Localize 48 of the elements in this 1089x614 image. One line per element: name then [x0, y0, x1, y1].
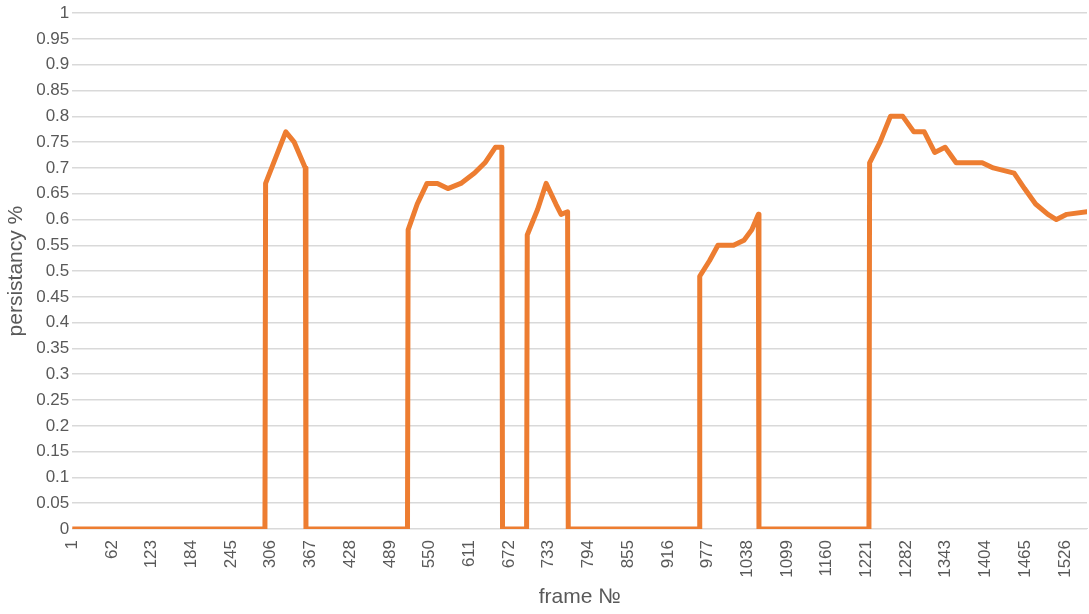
- x-tick-label: 794: [578, 539, 598, 569]
- x-tick-label: 1343: [935, 539, 955, 578]
- x-tick-label: 245: [220, 539, 240, 569]
- x-tick-label: 1038: [736, 539, 756, 578]
- y-tick-label: 0.25: [36, 389, 70, 409]
- y-tick-label: 0.45: [36, 286, 70, 306]
- x-tick-label: 855: [617, 539, 637, 569]
- x-tick-label: 1465: [1014, 539, 1034, 578]
- x-tick-label: 428: [339, 539, 359, 569]
- x-tick-label: 672: [498, 539, 518, 569]
- y-axis-title: persistancy %: [3, 205, 27, 337]
- x-tick-label: 1282: [895, 539, 915, 578]
- y-tick-label: 1: [59, 2, 70, 22]
- x-tick-label: 489: [379, 539, 399, 569]
- x-tick-label: 916: [657, 539, 677, 569]
- y-tick-label: 0.75: [36, 131, 70, 151]
- y-tick-label: 0.15: [36, 441, 70, 461]
- x-tick-label: 977: [697, 539, 717, 569]
- y-tick-label: 0.2: [45, 415, 70, 435]
- x-tick-label: 1160: [816, 539, 836, 577]
- x-tick-label: 1099: [776, 539, 796, 578]
- x-tick-label: 306: [260, 539, 280, 569]
- y-tick-label: 0.7: [45, 157, 70, 177]
- x-tick-label: 1526: [1054, 539, 1074, 578]
- y-tick-label: 0.05: [36, 492, 70, 512]
- x-tick-label: 62: [101, 539, 121, 559]
- y-tick-label: 0.1: [45, 467, 70, 487]
- x-axis-title: frame №: [538, 584, 621, 608]
- x-tick-label: 733: [538, 539, 558, 569]
- x-tick-label: 123: [141, 539, 161, 569]
- x-tick-label: 1404: [975, 539, 995, 578]
- x-tick-label: 611: [459, 539, 479, 568]
- y-tick-label: 0.8: [45, 106, 70, 126]
- y-tick-label: 0.55: [36, 234, 70, 254]
- y-tick-label: 0.3: [45, 363, 70, 383]
- y-tick-label: 0.95: [36, 28, 70, 48]
- y-tick-label: 0.6: [45, 209, 70, 229]
- y-tick-label: 0.65: [36, 183, 70, 203]
- x-tick-label: 1221: [856, 539, 876, 578]
- y-tick-label: 0: [59, 518, 70, 538]
- y-tick-label: 0.5: [45, 260, 70, 280]
- y-tick-label: 0.9: [45, 54, 70, 74]
- x-tick-label: 550: [419, 539, 439, 569]
- y-tick-label: 0.85: [36, 80, 70, 100]
- y-tick-label: 0.4: [45, 312, 70, 332]
- x-tick-label: 184: [181, 539, 201, 569]
- y-tick-label: 0.35: [36, 338, 70, 358]
- x-tick-label: 367: [300, 539, 320, 569]
